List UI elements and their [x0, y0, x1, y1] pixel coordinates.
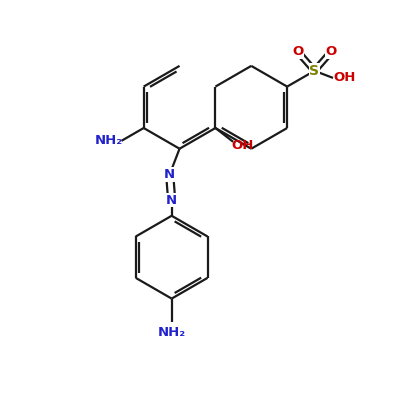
Text: NH₂: NH₂	[95, 134, 123, 147]
Text: OH: OH	[232, 139, 254, 152]
Text: NH₂: NH₂	[158, 326, 186, 339]
Text: S: S	[310, 64, 320, 78]
Text: O: O	[326, 45, 337, 58]
Text: N: N	[166, 194, 177, 206]
Text: O: O	[292, 45, 304, 58]
Text: N: N	[164, 168, 175, 181]
Text: OH: OH	[334, 72, 356, 84]
